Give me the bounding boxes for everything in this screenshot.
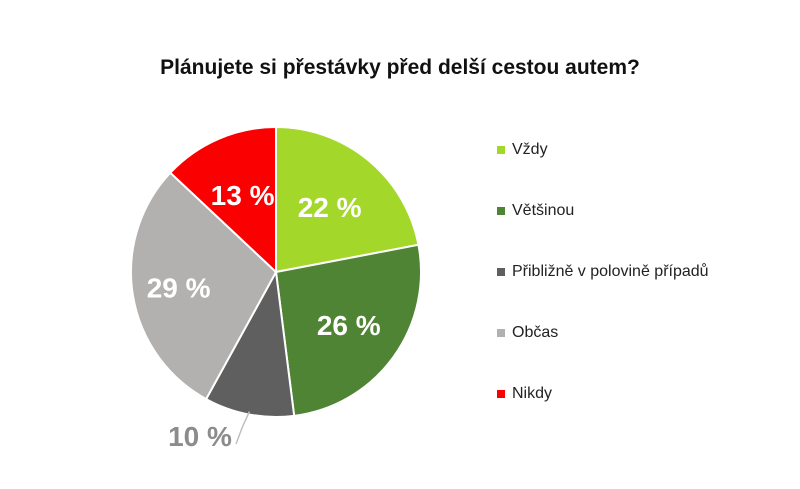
legend-swatch bbox=[497, 329, 505, 337]
slice-label-2: 26 % bbox=[317, 310, 381, 341]
legend-swatch bbox=[497, 146, 505, 154]
legend-swatch bbox=[497, 390, 505, 398]
legend-swatch bbox=[497, 268, 505, 276]
legend-item-2: Většinou bbox=[497, 199, 574, 223]
slice-label-1: 22 % bbox=[298, 192, 362, 223]
legend-label: Většinou bbox=[512, 202, 575, 219]
slice-label-5: 13 % bbox=[211, 180, 275, 211]
chart-title: Plánujete si přestávky před delší cestou… bbox=[160, 56, 640, 79]
pie-slice-5 bbox=[168, 125, 277, 275]
legend-item-4: Občas bbox=[497, 321, 558, 345]
legend-item-3: Přibližně v polovině případů bbox=[497, 260, 709, 284]
legend-item-5: Nikdy bbox=[497, 382, 552, 406]
legend-label: Přibližně v polovině případů bbox=[512, 263, 709, 280]
leader-line bbox=[235, 411, 251, 445]
slice-label-4: 29 % bbox=[147, 272, 211, 303]
legend-label: Vždy bbox=[512, 141, 548, 158]
pie-slice-4 bbox=[130, 171, 278, 401]
pie-slice-1 bbox=[275, 125, 420, 274]
pie-slice-2 bbox=[274, 243, 422, 417]
legend-label: Nikdy bbox=[512, 385, 553, 402]
slice-label-3: 10 % bbox=[168, 421, 232, 452]
legend-swatch bbox=[497, 207, 505, 215]
legend-label: Občas bbox=[512, 324, 559, 341]
legend-item-1: Vždy bbox=[497, 138, 548, 162]
